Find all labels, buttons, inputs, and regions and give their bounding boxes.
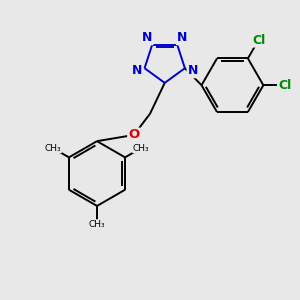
Text: N: N bbox=[188, 64, 198, 77]
Text: Cl: Cl bbox=[252, 34, 265, 46]
Text: CH₃: CH₃ bbox=[89, 220, 105, 229]
Text: N: N bbox=[142, 31, 153, 44]
Text: CH₃: CH₃ bbox=[133, 144, 149, 153]
Text: O: O bbox=[128, 128, 140, 142]
Text: CH₃: CH₃ bbox=[45, 144, 61, 153]
Text: N: N bbox=[131, 64, 142, 77]
Text: N: N bbox=[177, 31, 187, 44]
Text: Cl: Cl bbox=[278, 79, 291, 92]
